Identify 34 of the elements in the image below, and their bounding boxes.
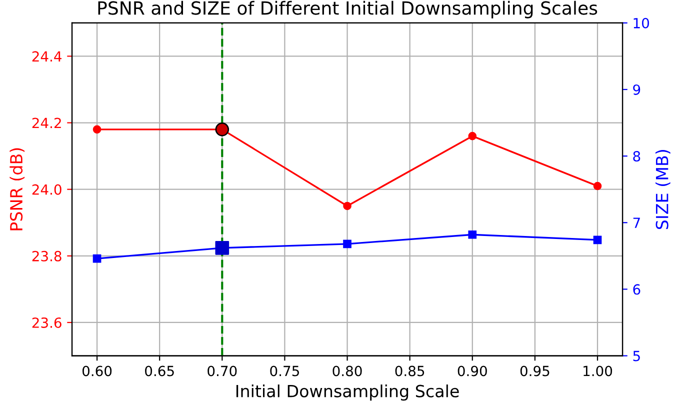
y2-tick-label: 5 bbox=[633, 350, 640, 362]
y-tick-label: 24.4 bbox=[32, 51, 62, 62]
y2-tick-label: 9 bbox=[633, 84, 640, 95]
y2-tick-label: 7 bbox=[633, 218, 640, 228]
point bbox=[215, 241, 230, 255]
x-tick-label: 0.85 bbox=[395, 366, 424, 376]
y2-tick-label: 8 bbox=[633, 151, 640, 162]
x-tick-label: 0.65 bbox=[145, 366, 174, 376]
x-tick-label: 0.75 bbox=[270, 366, 299, 376]
point bbox=[343, 202, 352, 210]
point bbox=[468, 132, 477, 140]
point bbox=[343, 240, 352, 248]
x-tick-label: 0.70 bbox=[208, 366, 237, 376]
y2-tick-label: 6 bbox=[633, 284, 640, 295]
point bbox=[468, 230, 477, 239]
y-axis-title: PSNR (dB) bbox=[10, 148, 25, 230]
y-tick-label: 23.6 bbox=[32, 317, 62, 328]
y-tick-label: 24.2 bbox=[32, 118, 61, 128]
point bbox=[215, 122, 230, 136]
x-axis-title: Initial Downsampling Scale bbox=[236, 384, 459, 401]
y-tick-label: 23.8 bbox=[32, 250, 62, 262]
x-tick-label: 0.80 bbox=[332, 366, 362, 376]
x-tick-label: 0.95 bbox=[520, 366, 550, 376]
point bbox=[92, 125, 102, 134]
chart-title: PSNR and SIZE of Different Initial Downsampling Scales bbox=[98, 0, 598, 18]
x-tick-label: 0.90 bbox=[458, 366, 487, 376]
y2-tick-label: 10 bbox=[634, 18, 649, 28]
point bbox=[92, 254, 102, 263]
point bbox=[593, 236, 602, 244]
x-tick-label: 1.00 bbox=[584, 366, 612, 376]
y-tick-label: 24.0 bbox=[32, 184, 62, 195]
point bbox=[593, 182, 602, 190]
y2-axis-title: SIZE (MB) bbox=[655, 150, 670, 230]
x-tick-label: 0.60 bbox=[82, 366, 112, 376]
